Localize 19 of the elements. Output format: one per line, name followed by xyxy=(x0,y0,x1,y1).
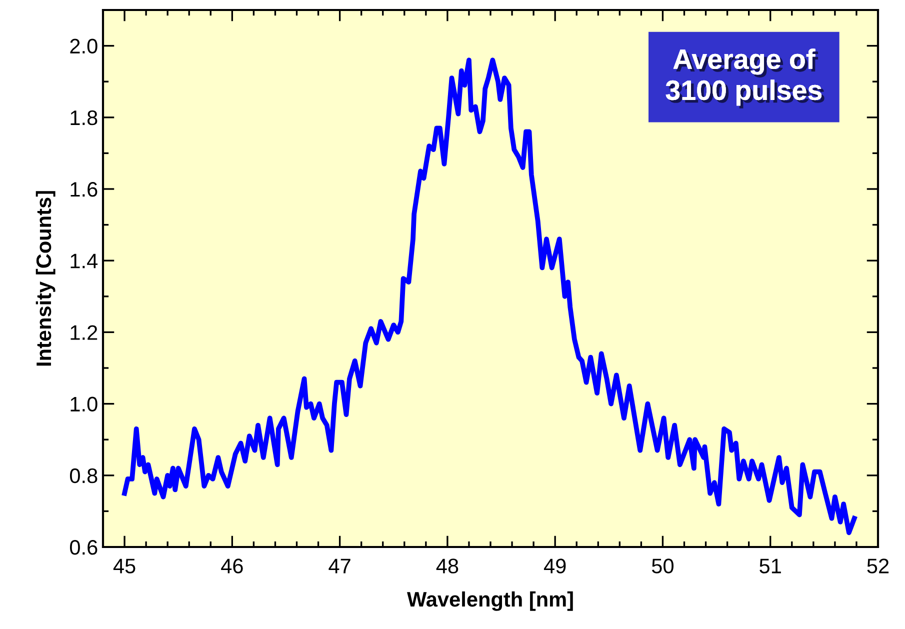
x-axis-title: Wavelength [nm] xyxy=(407,591,573,611)
y-tick-label: 1.0 xyxy=(70,396,98,412)
y-tick-label: 0.6 xyxy=(70,540,98,555)
x-tick-label: 50 xyxy=(652,558,674,574)
y-tick-label: 1.4 xyxy=(70,254,98,268)
x-tick-label: 45 xyxy=(113,558,136,574)
y-tick-label: 1.6 xyxy=(70,182,98,197)
x-tick-label: 46 xyxy=(221,558,243,574)
y-tick-label: 1.2 xyxy=(70,325,98,340)
annotation: Average of 3100 pulses xyxy=(666,48,824,108)
x-tick-label: 47 xyxy=(328,558,350,574)
y-axis-title: Intensity [Counts] xyxy=(36,191,56,366)
x-tick-label: 52 xyxy=(867,558,889,574)
y-tick-label: 1.8 xyxy=(70,110,98,126)
x-tick-label: 48 xyxy=(436,558,458,574)
y-tick-label: 2.0 xyxy=(70,38,98,54)
x-tick-label: 51 xyxy=(760,558,781,574)
y-tick-label: 0.8 xyxy=(70,468,98,484)
x-tick-label: 49 xyxy=(544,558,566,574)
